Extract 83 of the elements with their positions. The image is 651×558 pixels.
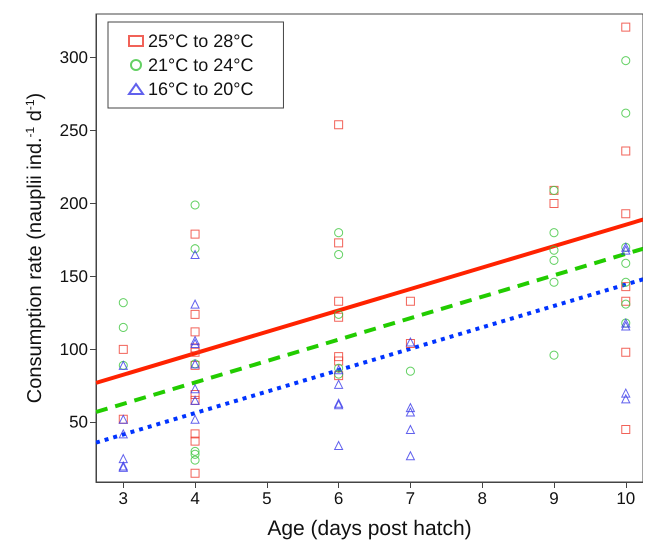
point	[621, 388, 630, 398]
x-tick-label: 8	[477, 489, 487, 508]
point	[190, 200, 200, 210]
point	[190, 250, 200, 260]
point	[334, 228, 344, 238]
x-tick-label: 3	[118, 489, 128, 508]
point	[621, 246, 630, 255]
point	[621, 258, 630, 268]
point	[334, 120, 344, 130]
x-tick-label: 6	[334, 489, 344, 508]
point	[190, 384, 200, 394]
point	[190, 468, 200, 478]
point	[621, 278, 630, 287]
y-tick-label: 50	[69, 412, 88, 432]
point	[190, 436, 200, 446]
point	[118, 298, 128, 308]
point	[549, 246, 558, 255]
point	[190, 450, 200, 459]
point	[621, 394, 630, 404]
y-tick-label: 100	[60, 340, 88, 359]
point	[406, 366, 415, 376]
legend-label: 16°C to 20°C	[148, 79, 254, 99]
point	[190, 429, 200, 438]
point	[621, 108, 630, 118]
x-tick-label: 9	[549, 489, 559, 508]
point	[621, 425, 630, 434]
x-tick-label: 5	[262, 489, 272, 508]
point	[190, 338, 200, 348]
point	[334, 356, 344, 366]
point	[621, 56, 630, 66]
point	[190, 300, 200, 309]
point	[549, 199, 558, 208]
x-axis-title: Age (days post hatch)	[267, 517, 472, 540]
point	[190, 456, 200, 465]
x-tick-label: 4	[190, 489, 200, 508]
point	[621, 348, 630, 357]
point	[334, 312, 344, 322]
x-tick-label: 10	[616, 489, 636, 508]
legend-label: 21°C to 24°C	[148, 55, 254, 75]
point	[406, 296, 415, 306]
point	[621, 300, 630, 309]
point	[406, 403, 415, 412]
point	[118, 454, 128, 464]
point	[334, 238, 344, 248]
point	[621, 296, 630, 306]
y-tick-label: 200	[60, 194, 88, 214]
point	[334, 380, 344, 389]
point	[334, 441, 344, 450]
point	[190, 414, 200, 424]
point	[190, 390, 200, 400]
point	[190, 310, 200, 319]
point	[334, 296, 344, 306]
point	[334, 352, 344, 362]
point	[549, 350, 558, 360]
y-tick-label: 250	[60, 121, 88, 140]
y-tick-label: 150	[60, 266, 88, 286]
legend-label: 25°C to 28°C	[148, 31, 254, 51]
point	[190, 327, 200, 336]
y-axis-title: Consumption rate (nauplii ind.-1 d-1)	[23, 92, 46, 404]
point	[549, 228, 558, 238]
point	[118, 344, 128, 354]
point	[118, 322, 128, 332]
point	[621, 322, 630, 330]
point	[190, 446, 200, 456]
x-tick-label: 7	[406, 489, 416, 508]
point	[334, 250, 344, 260]
point	[621, 22, 630, 32]
point	[406, 451, 415, 460]
point	[190, 230, 200, 239]
point	[334, 310, 344, 319]
y-tick-label: 300	[60, 48, 88, 68]
point	[406, 408, 415, 417]
point	[621, 146, 630, 156]
point	[190, 336, 200, 346]
point	[190, 343, 200, 352]
point	[190, 348, 200, 357]
point	[190, 244, 200, 254]
point	[549, 256, 558, 265]
point	[621, 209, 630, 218]
point	[549, 278, 558, 287]
point	[406, 425, 415, 434]
point	[621, 282, 630, 292]
point	[118, 429, 128, 438]
